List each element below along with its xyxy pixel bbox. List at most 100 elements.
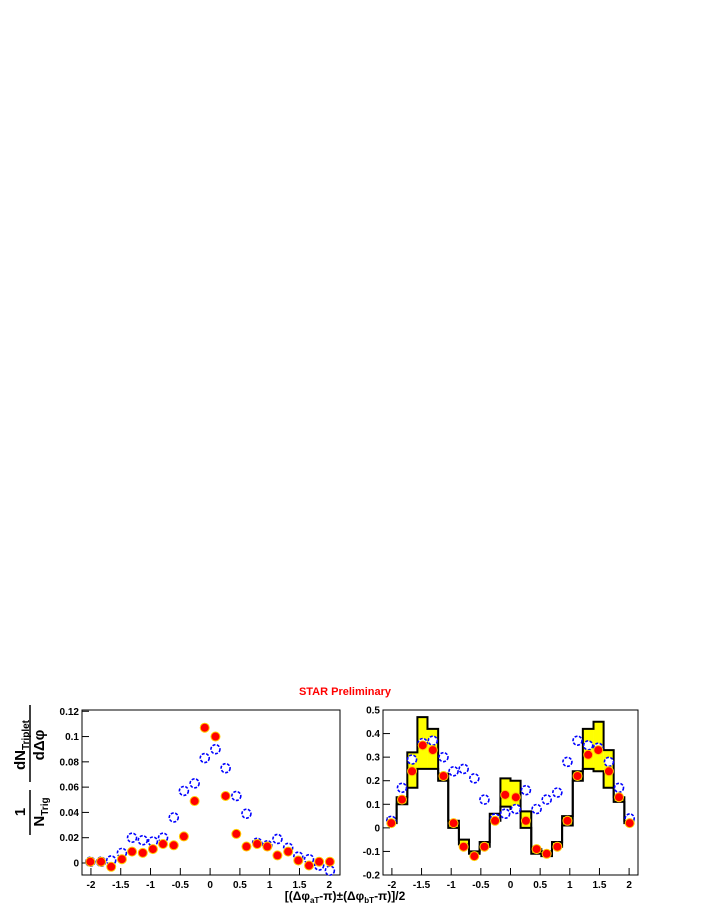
x-tick-label: 2 [326, 880, 332, 891]
y-label-part: Trig [40, 797, 51, 815]
x-label: [(ΔφaT-π)±(ΔφbT-π)]/2 [285, 889, 406, 905]
plot-frame [81, 709, 341, 876]
y-label-part: dN [12, 750, 29, 770]
data-point [541, 848, 552, 859]
y-tick-label: 0.04 [60, 808, 80, 819]
data-point [85, 856, 96, 867]
data-point [603, 756, 615, 768]
data-point [293, 855, 304, 866]
x-tick-label: 0 [207, 880, 213, 891]
data-point [469, 773, 480, 784]
x-tick-label: 1.5 [593, 880, 607, 891]
y-tick-label: -0.2 [363, 871, 381, 882]
data-point [386, 818, 397, 829]
data-point [603, 766, 614, 777]
x-tick-label: -1.5 [112, 880, 130, 891]
data-point [613, 782, 625, 794]
data-point [252, 839, 263, 850]
x-tick-label: 0.5 [233, 880, 247, 891]
data-point [572, 735, 583, 746]
data-point [137, 834, 149, 846]
data-point [417, 740, 428, 751]
data-point [241, 841, 252, 852]
data-point [106, 861, 117, 872]
data-point [541, 794, 552, 805]
data-point [499, 808, 511, 820]
data-point [448, 765, 459, 777]
y-label-part: dΔφ [31, 729, 48, 760]
y-tick-label: 0.2 [366, 776, 380, 787]
data-point [189, 778, 200, 789]
data-point [220, 790, 231, 801]
x-label-part: [(Δφ [285, 889, 311, 903]
data-point [531, 803, 542, 815]
y-tick-label: 0.1 [366, 800, 380, 811]
data-point [220, 762, 231, 774]
y-label-part: 1 [12, 808, 29, 816]
data-point [283, 846, 294, 857]
y-tick-label: 0.3 [366, 753, 380, 764]
y-tick-label: 0.12 [60, 707, 80, 718]
x-label-part: aT [310, 896, 319, 905]
data-point [304, 860, 315, 871]
data-point [178, 831, 189, 842]
data-point [427, 735, 439, 746]
data-point [510, 803, 522, 815]
data-point [582, 740, 594, 751]
data-point [231, 790, 242, 802]
data-point [448, 818, 459, 829]
data-point [189, 796, 200, 807]
data-point [469, 851, 480, 862]
x-tick-label: 1.5 [293, 880, 307, 891]
data-point [614, 792, 625, 803]
x-tick-label: -2 [387, 880, 396, 891]
x-tick-label: 0.5 [533, 880, 547, 891]
y-label-part: NTrig [31, 797, 51, 826]
y-label-part: Triplet [21, 719, 32, 750]
y-tick-label: 0.02 [60, 833, 80, 844]
data-point [210, 743, 221, 755]
y-tick-label: 0 [374, 823, 380, 834]
data-point [324, 856, 335, 867]
x-tick-label: 1 [567, 880, 573, 891]
data-point [520, 815, 531, 826]
x-tick-label: -1 [146, 880, 155, 891]
data-point [407, 766, 418, 777]
data-point [199, 722, 210, 733]
data-point [438, 771, 449, 781]
x-tick-label: 0 [508, 880, 514, 891]
x-tick-label: -1 [447, 880, 456, 891]
data-point [562, 756, 573, 768]
data-point [262, 841, 273, 852]
y-label-part: N [31, 816, 48, 827]
data-point [583, 749, 594, 760]
data-point [479, 794, 490, 805]
data-point [272, 850, 283, 861]
x-tick-label: -2 [86, 880, 95, 891]
data-point [178, 785, 190, 797]
title: STAR Preliminary [299, 686, 392, 698]
data-point [500, 789, 511, 800]
y-label: 1 NTrig dNTriplet dΔφ [12, 705, 51, 835]
data-point [137, 847, 148, 858]
y-tick-label: 0.5 [366, 706, 380, 717]
data-point [396, 794, 407, 805]
band-step [386, 767, 635, 858]
x-tick-label: -0.5 [472, 880, 490, 891]
data-point [624, 818, 635, 829]
data-point [241, 808, 252, 819]
data-point [96, 856, 107, 867]
data-point [458, 763, 469, 775]
data-point [168, 840, 179, 851]
data-point [210, 731, 221, 742]
x-label-part: bT [364, 896, 374, 905]
data-point [552, 841, 563, 852]
data-point [158, 839, 169, 850]
data-point [552, 787, 563, 798]
data-point [490, 815, 501, 826]
data-point [562, 815, 573, 826]
data-point [427, 745, 438, 756]
data-point [116, 854, 127, 865]
x-tick-label: 1 [267, 880, 273, 891]
